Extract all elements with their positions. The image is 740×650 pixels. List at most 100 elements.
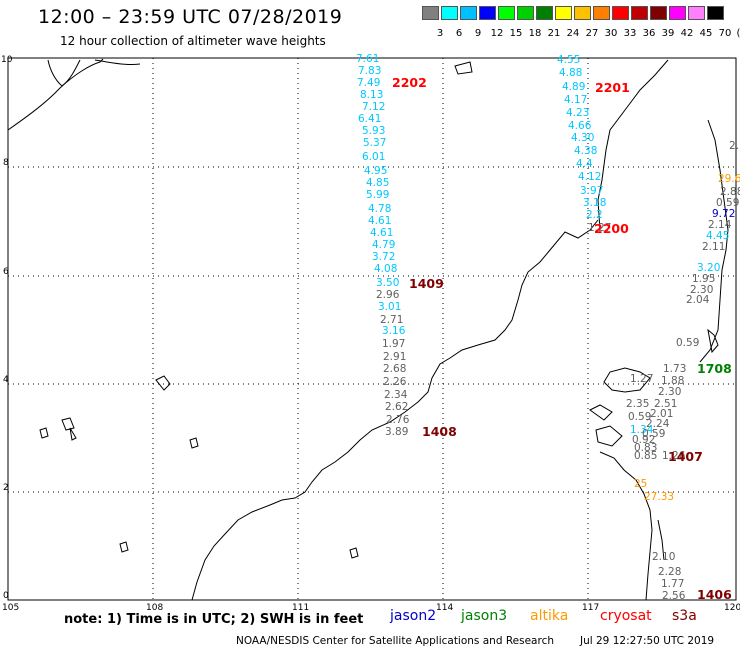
legend-swatch: [479, 6, 496, 20]
wave-height-label: 3.20: [697, 262, 720, 274]
page-title: 12:00 – 23:59 UTC 07/28/2019: [38, 6, 343, 28]
wave-height-label: 3.01: [378, 301, 401, 313]
wave-height-label: 7.61: [356, 53, 379, 65]
y-tick-label: 4: [3, 375, 9, 385]
track-id-label: 1708: [697, 361, 732, 376]
legend-label: 18: [528, 28, 542, 39]
legend-swatch: [707, 6, 724, 20]
wave-height-label: 2.51: [654, 398, 677, 410]
wave-height-label: 2.34: [384, 389, 408, 401]
wave-height-label: 1.95: [692, 273, 715, 285]
wave-height-label: 4.08: [374, 263, 397, 275]
legend-swatch: [422, 6, 439, 20]
wave-height-label: 7.12: [362, 101, 385, 113]
legend-label: 27: [585, 28, 599, 39]
legend-label: 24: [566, 28, 580, 39]
wave-height-label: 2.10: [652, 551, 675, 563]
wave-height-label: 1.97: [382, 338, 405, 350]
wave-height-label: 2.11: [702, 241, 725, 253]
wave-height-label: 25: [634, 478, 647, 490]
wave-height-label: 4.38: [574, 145, 597, 157]
wave-height-label: 3.50: [376, 277, 399, 289]
wave-height-label: 1.77: [661, 578, 684, 590]
wave-height-label: 2.2: [586, 209, 603, 221]
y-tick-label: 6: [3, 267, 9, 277]
wave-height-label: 2.04: [686, 294, 710, 306]
legend-swatch: [650, 6, 667, 20]
wave-height-label: 2.30: [658, 386, 681, 398]
wave-height-label: 27.33: [644, 491, 674, 503]
wave-height-label: 0.59: [628, 411, 651, 423]
legend-label: 30: [604, 28, 618, 39]
legend-swatch: [460, 6, 477, 20]
wave-height-label: 2.28: [658, 566, 681, 578]
legend-label: 45: [699, 28, 713, 39]
legend-swatch: [441, 6, 458, 20]
wave-height-label: 7.49: [357, 77, 380, 89]
wave-height-label: 5.99: [366, 189, 389, 201]
legend-swatch: [574, 6, 591, 20]
map-grid: [8, 58, 736, 600]
wave-height-label: 2.76: [386, 414, 410, 426]
wave-height-label: 29.6: [718, 173, 740, 185]
wave-height-label: 6.41: [358, 113, 381, 125]
wave-height-label: 2.56: [662, 590, 686, 602]
x-tick-label: 111: [292, 603, 309, 613]
legend-label: 9: [474, 28, 482, 39]
wave-height-label: 4.23: [566, 107, 589, 119]
legend-swatch: [631, 6, 648, 20]
observation-layer: 7.617.837.498.137.126.415.935.37 6.01 4.95…: [356, 53, 740, 602]
wave-height-label: 4.89: [562, 81, 585, 93]
wave-height-label: 6.01: [362, 151, 385, 163]
y-tick-label: 0: [3, 591, 9, 601]
wave-height-label: 3.18: [583, 197, 606, 209]
wave-height-label: 0.85: [634, 450, 657, 462]
wave-height-label: 3.89: [385, 426, 408, 438]
wave-height-label: 4.95: [364, 165, 387, 177]
wave-height-label: 5.93: [362, 125, 385, 137]
wave-height-label: 2.30: [690, 284, 713, 296]
wave-height-label: 4.45: [706, 230, 729, 242]
wave-height-label: 1.88: [661, 375, 684, 387]
legend-swatch: [612, 6, 629, 20]
legend-swatch: [688, 6, 705, 20]
sat-cryosat: cryosat: [600, 608, 652, 624]
track-id-label: 2200: [594, 221, 629, 236]
wave-height-label: 0.59: [676, 337, 699, 349]
track-id-label: 1407: [668, 449, 703, 464]
track-id-label: 1406: [697, 587, 732, 602]
map-frame: [7, 57, 737, 601]
sat-jason2: jason2: [390, 608, 437, 624]
x-tick-label: 117: [582, 603, 599, 613]
y-tick-label: 10: [1, 55, 13, 65]
x-tick-label: 114: [436, 603, 453, 613]
wave-height-label: 2.01: [650, 408, 673, 420]
wave-height-label: 2.71: [380, 314, 403, 326]
wave-height-label: 5.37: [363, 137, 386, 149]
wave-height-label: 2.35: [626, 398, 649, 410]
x-tick-label: 105: [2, 603, 19, 613]
y-tick-label: 2: [3, 483, 9, 493]
wave-height-label: 4.85: [366, 177, 389, 189]
wave-height-label: 4.66: [568, 120, 592, 132]
wave-height-label: 2.96: [376, 289, 400, 301]
wave-height-label: 2.24: [646, 418, 670, 430]
wave-height-label: 3.16: [382, 325, 406, 337]
wave-height-label: 4.12: [578, 171, 601, 183]
wave-height-label: 1.34: [630, 424, 654, 436]
wave-height-label: 1.26: [662, 450, 686, 462]
y-tick-label: 8: [3, 158, 9, 168]
wave-height-label: 4.78: [368, 203, 391, 215]
wave-height-label: 7.83: [358, 65, 381, 77]
wave-height-label: 4.17: [564, 94, 587, 106]
wave-height-label: 2.62: [385, 401, 408, 413]
generation-timestamp: Jul 29 12:27:50 UTC 2019: [580, 635, 715, 647]
sat-s3a: s3a: [672, 608, 697, 624]
wave-height-label: 4.4: [576, 158, 593, 170]
legend-swatch: [593, 6, 610, 20]
wave-height-label: 0.83: [634, 442, 657, 454]
axis-tick-labels: 105 108 111 114 117 120 0 2 4 6 8 10: [1, 55, 740, 613]
wave-height-label: 1.27: [588, 222, 611, 234]
legend-label: 15: [509, 28, 523, 39]
